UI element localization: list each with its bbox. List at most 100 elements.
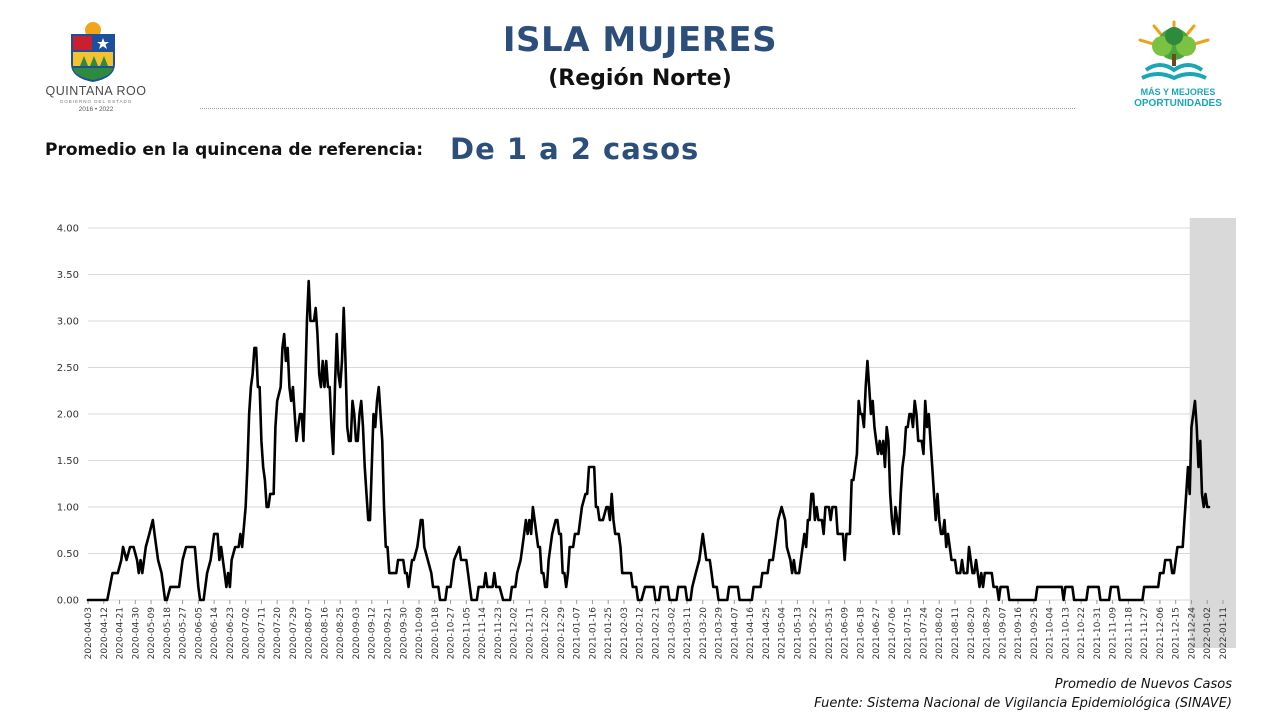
x-tick-label: 2021-10-04 [1046, 607, 1056, 660]
logo-brand-text: QUINTANA ROO [45, 84, 147, 98]
x-tick-label: 2021-01-16 [588, 607, 598, 660]
x-tick-label: 2021-02-21 [651, 607, 661, 659]
x-tick-label: 2020-04-21 [116, 607, 126, 659]
x-tick-label: 2021-03-29 [715, 607, 725, 660]
x-tick-label: 2020-08-25 [336, 607, 346, 659]
x-tick-label: 2020-10-09 [415, 607, 425, 660]
x-tick-label: 2021-11-27 [1140, 607, 1150, 659]
x-tick-label: 2020-12-11 [525, 607, 535, 659]
x-tick-label: 2021-12-24 [1187, 607, 1197, 660]
x-tick-label: 2020-10-18 [431, 607, 441, 660]
x-tick-label: 2020-12-02 [510, 607, 520, 659]
x-tick-label: 2021-08-02 [935, 607, 945, 659]
x-tick-label: 2020-12-20 [541, 607, 551, 660]
x-tick-label: 2021-11-09 [1109, 607, 1119, 660]
x-tick-label: 2020-07-29 [289, 607, 299, 660]
x-tick-label: 2021-01-25 [604, 607, 614, 659]
chart-source: Fuente: Sistema Nacional de Vigilancia E… [814, 696, 1232, 711]
x-tick-label: 2021-05-31 [825, 607, 835, 659]
x-tick-label: 2020-07-11 [257, 607, 267, 659]
x-tick-label: 2022-01-02 [1203, 607, 1213, 659]
header-divider [200, 108, 1075, 109]
logo-years-text: 2016 • 2022 [78, 106, 114, 113]
x-tick-label: 2021-07-06 [888, 607, 898, 660]
x-tick-label: 2021-12-06 [1156, 607, 1166, 660]
coat-of-arms-icon [71, 22, 115, 82]
x-tick-label: 2020-11-14 [478, 607, 488, 660]
y-tick-label: 0.00 [57, 596, 79, 607]
x-tick-label: 2020-05-09 [147, 607, 157, 660]
x-tick-label: 2021-10-31 [1093, 607, 1103, 659]
x-tick-label: 2021-08-20 [967, 607, 977, 660]
x-tick-label: 2021-10-13 [1061, 607, 1071, 659]
chart-caption: Promedio de Nuevos Casos [1054, 677, 1232, 692]
x-tick-label: 2021-02-12 [636, 607, 646, 659]
x-tick-label: 2020-06-05 [194, 607, 204, 659]
x-tick-label: 2020-11-23 [494, 607, 504, 659]
x-tick-label: 2020-09-12 [368, 607, 378, 659]
tree-icon [1138, 20, 1210, 81]
x-tick-label: 2021-01-07 [573, 607, 583, 659]
x-tick-label: 2021-09-07 [998, 607, 1008, 659]
x-tick-label: 2021-09-16 [1014, 607, 1024, 660]
x-tick-label: 2021-05-22 [809, 607, 819, 659]
x-tick-label: 2020-12-29 [557, 607, 567, 660]
x-tick-label: 2021-06-27 [872, 607, 882, 659]
x-tick-label: 2021-05-13 [793, 607, 803, 659]
y-tick-label: 4.00 [57, 224, 79, 235]
x-tick-label: 2020-08-07 [305, 607, 315, 659]
page-title: ISLA MUJERES [502, 20, 778, 60]
page-subtitle: (Región Norte) [548, 66, 732, 91]
x-tick-label: 2021-07-15 [904, 607, 914, 659]
x-tick-label: 2021-07-24 [919, 607, 929, 660]
x-tick-label: 2020-04-12 [100, 607, 110, 659]
y-tick-label: 1.50 [57, 456, 79, 467]
x-tick-label: 2021-03-11 [683, 607, 693, 659]
x-tick-label: 2020-08-16 [320, 607, 330, 660]
x-tick-label: 2020-10-27 [447, 607, 457, 659]
y-tick-label: 3.50 [57, 270, 79, 281]
x-tick-label: 2021-05-04 [778, 607, 788, 660]
reference-label: Promedio en la quincena de referencia: [45, 140, 424, 160]
x-tick-label: 2021-06-18 [856, 607, 866, 660]
x-tick-label: 2021-02-03 [620, 607, 630, 659]
series-line [86, 279, 1211, 602]
logo-right-line1: MÁS Y MEJORES [1140, 87, 1216, 97]
x-tick-label: 2021-08-11 [951, 607, 961, 659]
x-tick-label: 2020-07-02 [242, 607, 252, 659]
reference-value: De 1 a 2 casos [450, 132, 700, 166]
logo-sub-text: GOBIERNO DEL ESTADO [59, 99, 133, 104]
x-tick-label: 2021-04-16 [746, 607, 756, 660]
x-tick-label: 2020-09-30 [399, 607, 409, 660]
x-tick-label: 2020-09-03 [352, 607, 362, 659]
quintana-roo-logo: QUINTANA ROO GOBIERNO DEL ESTADO 2016 • … [40, 18, 150, 113]
x-tick-label: 2021-04-25 [762, 607, 772, 659]
x-tick-label: 2021-08-29 [983, 607, 993, 660]
oportunidades-logo: MÁS Y MEJORES OPORTUNIDADES [1128, 20, 1228, 112]
x-tick-label: 2020-05-27 [179, 607, 189, 659]
x-tick-label: 2020-07-20 [273, 607, 283, 660]
x-tick-label: 2021-12-15 [1172, 607, 1182, 659]
x-tick-label: 2020-05-18 [163, 607, 173, 660]
x-tick-label: 2020-04-30 [131, 607, 141, 660]
x-tick-label: 2020-06-14 [210, 607, 220, 660]
cases-line-chart: 0.00 0.50 1.00 1.50 2.00 2.50 3.00 3.50 4.00 202… [57, 218, 1236, 660]
x-tick-label: 2021-11-18 [1124, 607, 1134, 660]
x-tick-label: 2020-09-21 [384, 607, 394, 659]
x-tick-label: 2021-03-02 [667, 607, 677, 659]
x-tick-label: 2020-06-23 [226, 607, 236, 659]
x-tick-label: 2022-01-11 [1219, 607, 1229, 659]
x-tick-label: 2021-04-07 [730, 607, 740, 659]
y-tick-label: 3.00 [57, 317, 79, 328]
logo-right-line2: OPORTUNIDADES [1134, 98, 1222, 109]
y-tick-label: 2.50 [57, 363, 79, 374]
x-tick-label: 2020-04-03 [84, 607, 94, 659]
x-tick-label: 2020-11-05 [462, 607, 472, 659]
x-tick-label: 2021-06-09 [841, 607, 851, 660]
x-tick-label: 2021-09-25 [1030, 607, 1040, 659]
y-tick-label: 0.50 [57, 549, 79, 560]
y-tick-label: 2.00 [57, 410, 79, 421]
x-tick-label: 2021-10-22 [1077, 607, 1087, 659]
x-tick-label: 2021-03-20 [699, 607, 709, 660]
y-tick-label: 1.00 [57, 503, 79, 514]
